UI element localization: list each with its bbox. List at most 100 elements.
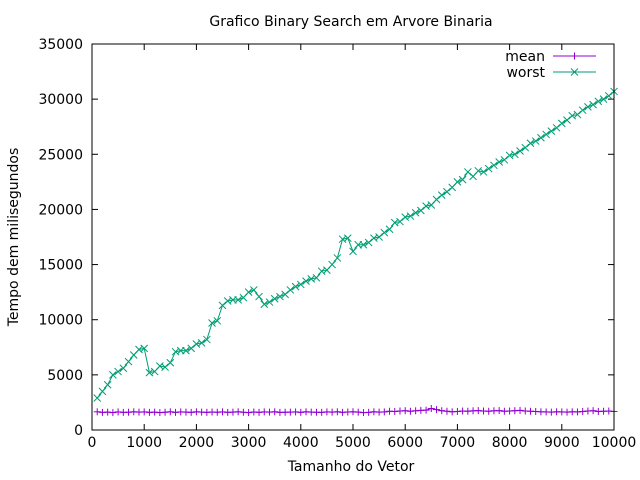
data-point-mean [422,406,430,414]
data-point-worst [114,367,122,376]
data-point-worst [234,296,243,304]
y-axis-label: Tempo dem milisegundos [6,148,22,328]
data-point-worst [563,116,571,124]
data-point-worst [166,358,175,367]
data-point-mean [589,407,597,415]
data-point-worst [547,127,556,135]
data-point-worst [255,292,263,301]
data-point-mean [109,409,117,417]
data-point-worst [213,316,222,325]
data-point-worst [370,234,378,242]
data-point-worst [145,368,154,377]
data-point-worst [343,234,352,242]
y-tick-label: 10000 [38,313,83,329]
data-point-worst [182,346,190,355]
data-point-worst [422,202,430,210]
series-worst [93,87,618,402]
data-point-mean [245,409,253,417]
y-tick-label: 25000 [38,147,83,163]
data-point-worst [135,345,143,354]
data-point-mean [380,408,388,416]
data-point-mean [438,407,446,415]
y-tick-label: 5000 [47,368,83,384]
axes: 0 1000 2000 3000 4000 5000 6000 7000 8000 9000 100… [38,37,636,451]
data-point-worst [453,178,462,186]
data-point-worst [510,150,519,159]
data-point-mean [427,404,435,412]
data-point-worst [526,139,535,148]
data-point-worst [375,233,383,241]
data-point-worst [604,91,613,100]
data-point-worst [156,362,164,370]
data-point-mean [401,407,409,415]
data-point-worst [171,347,180,356]
data-point-worst [296,280,305,289]
legend-marker-worst [570,68,579,76]
data-point-worst [531,137,540,145]
data-point-worst [594,97,603,106]
x-tick-label: 1000 [126,435,162,451]
data-point-mean [443,407,451,415]
y-tick-label: 0 [74,423,83,439]
data-point-worst [281,290,289,299]
data-point-worst [537,133,545,142]
data-point-worst [338,235,347,244]
data-point-worst [552,123,561,132]
data-point-worst [291,282,300,291]
data-point-mean [271,408,279,416]
data-point-worst [437,191,446,199]
data-point-worst [317,267,326,276]
legend-marker-mean [571,52,578,60]
x-tick-label: 10000 [592,435,637,451]
data-point-worst [187,344,196,353]
data-point-worst [109,371,117,379]
legend-label-worst: worst [506,65,545,81]
data-point-mean [495,407,503,415]
data-point-worst [208,319,216,327]
data-point-worst [484,164,493,173]
data-point-worst [490,161,498,170]
data-point-worst [349,247,357,256]
data-point-worst [396,217,404,226]
x-tick-label: 2000 [179,435,215,451]
y-tick-label: 30000 [38,92,83,108]
data-point-worst [458,175,467,184]
data-point-mean [187,408,195,416]
x-tick-label: 0 [88,435,97,451]
data-point-worst [244,288,253,296]
x-tick-label: 5000 [335,435,371,451]
data-point-worst [265,298,274,306]
data-point-worst [223,297,232,305]
data-point-worst [161,363,169,371]
data-point-mean [93,408,101,416]
data-point-mean [433,406,441,414]
data-point-worst [542,130,550,139]
data-point-worst [364,238,373,247]
data-point-worst [443,187,451,196]
legend-label-mean: mean [505,49,545,65]
series-mean [93,404,618,417]
data-point-worst [599,95,608,103]
data-point-worst [432,195,441,204]
data-point-worst [270,294,279,303]
y-tick-label: 35000 [38,37,83,53]
data-point-worst [474,166,483,175]
data-point-worst [359,240,368,249]
y-tick-label: 20000 [38,202,83,218]
data-point-worst [249,286,258,294]
data-point-worst [584,103,592,111]
data-point-worst [103,380,112,389]
x-tick-label: 6000 [387,435,423,451]
data-point-worst [302,277,310,285]
data-point-worst [333,254,342,262]
x-axis-label: Tamanho do Vetor [287,459,415,475]
data-point-worst [417,206,425,215]
data-point-mean [297,408,305,416]
data-point-mean [333,408,341,416]
data-point-worst [401,213,410,222]
x-tick-label: 3000 [231,435,267,451]
data-point-mean [516,406,524,414]
data-point-worst [192,340,201,348]
data-point-worst [286,286,295,294]
